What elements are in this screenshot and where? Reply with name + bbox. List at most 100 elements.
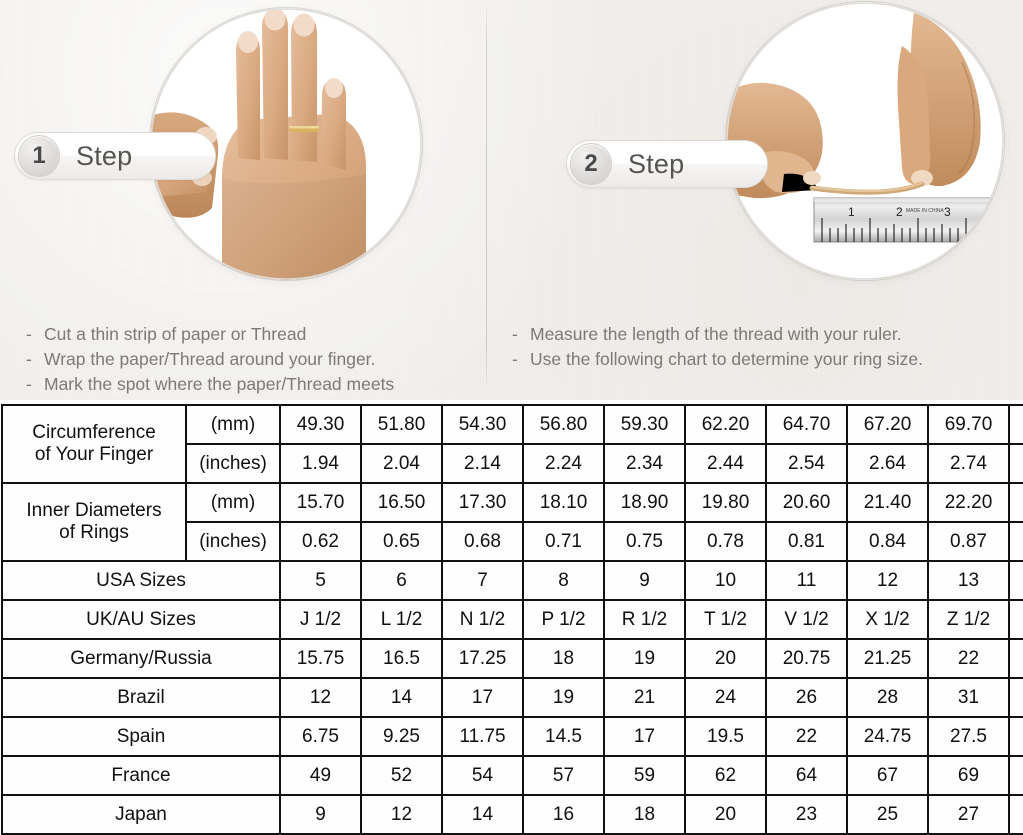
table-cell: 52: [360, 755, 443, 796]
table-cell: 14.5: [522, 716, 605, 757]
table-cell: 21.25: [846, 638, 929, 679]
table-cell: 28: [846, 677, 929, 718]
instruction-item: - Measure the length of the thread with y…: [512, 322, 1012, 347]
table-cell: 24.75: [846, 716, 929, 757]
svg-text:2: 2: [896, 205, 903, 219]
table-cell: 67.20: [846, 404, 929, 445]
table-row: Spain6.759.2511.7514.51719.52224.7527.53…: [1, 716, 1023, 757]
table-cell: 6: [360, 560, 443, 601]
table-cell: 2.85: [1008, 443, 1023, 484]
instruction-item: - Use the following chart to determine yo…: [512, 347, 1012, 372]
instruction-item: - Mark the spot where the paper/Thread me…: [26, 372, 466, 397]
row-label: Spain: [1, 716, 281, 757]
table-row: Brazil12141719212426283133: [1, 677, 1023, 718]
row-label: UK/AU Sizes: [1, 599, 281, 640]
table-cell: 67: [846, 755, 929, 796]
unit-label: (mm): [185, 404, 281, 445]
table-cell: 72.20: [1008, 404, 1023, 445]
table-cell: 0.81: [765, 521, 848, 562]
table-cell: 20.60: [765, 482, 848, 523]
table-cell: 17.30: [441, 482, 524, 523]
table-cell: 30: [1008, 716, 1023, 757]
table-cell: 0.78: [684, 521, 767, 562]
table-cell: 2.64: [846, 443, 929, 484]
row-group-label-line1: Circumference: [32, 422, 156, 443]
table-cell: 64.70: [765, 404, 848, 445]
table-cell: 17.25: [441, 638, 524, 679]
table-cell: 31: [927, 677, 1010, 718]
table-cell: 18: [522, 638, 605, 679]
table-cell: 22: [927, 638, 1010, 679]
table-cell: 23: [765, 794, 848, 835]
table-cell: 0.87: [927, 521, 1010, 562]
table-cell: 23.00: [1008, 482, 1023, 523]
table-cell: Z 1/2: [927, 599, 1010, 640]
table-cell: 19: [603, 638, 686, 679]
table-cell: 0.91: [1008, 521, 1023, 562]
unit-label: (inches): [185, 521, 281, 562]
table-cell: 54.30: [441, 404, 524, 445]
table-cell: 20: [684, 638, 767, 679]
table-cell: R 1/2: [603, 599, 686, 640]
table-row: UK/AU Sizes J 1/2 L 1/2 N 1/2 P 1/2 R 1/2 T 1/…: [1, 599, 1023, 640]
table-cell: 27.5: [927, 716, 1010, 757]
svg-text:MADE IN CHINA: MADE IN CHINA: [906, 208, 944, 214]
table-cell: 18.10: [522, 482, 605, 523]
table-cell: 12: [360, 794, 443, 835]
row-group-label-line2: of Your Finger: [34, 444, 154, 465]
row-group-label: Inner Diameters of Rings: [1, 482, 187, 562]
table-cell: 15.70: [279, 482, 362, 523]
table-cell: V 1/2: [765, 599, 848, 640]
table-cell: 16.50: [360, 482, 443, 523]
table-cell: 8: [522, 560, 605, 601]
bullet-dash-icon: -: [26, 374, 32, 394]
table-cell: 0.65: [360, 521, 443, 562]
table-row: (inches) 0.62 0.65 0.68 0.71 0.75 0.78 0.81 0.84…: [2, 521, 1023, 562]
table-cell: 18: [603, 794, 686, 835]
table-cell: 26: [765, 677, 848, 718]
table-cell: 20.75: [765, 638, 848, 679]
table-cell: 2.14: [441, 443, 524, 484]
table-cell: 2.74: [927, 443, 1010, 484]
table-cell: 14: [1008, 560, 1023, 601]
step-1-number-circle: 1: [18, 135, 60, 177]
row-label: USA Sizes: [1, 560, 281, 601]
table-row: Germany/Russia 15.75 16.5 17.25 18 19 20 20.75 2…: [1, 638, 1023, 679]
table-cell: 10: [684, 560, 767, 601]
table-cell: X 1/2: [846, 599, 929, 640]
table-cell: 2.04: [360, 443, 443, 484]
table-cell: 0.71: [522, 521, 605, 562]
table-cell: 6.75: [279, 716, 362, 757]
table-cell: P 1/2: [522, 599, 605, 640]
table-cell: 0.62: [279, 521, 362, 562]
table-cell: 23: [1008, 638, 1023, 679]
table-cell: 29: [1008, 794, 1023, 835]
table-row: Circumference of Your Finger (mm) 49.30 51.8…: [1, 404, 1023, 484]
table-cell: 22: [765, 716, 848, 757]
table-cell: 62.20: [684, 404, 767, 445]
row-label: Brazil: [1, 677, 281, 718]
table-row: Inner Diameters of Rings (mm) 15.70 16.50 17.…: [1, 482, 1023, 562]
table-cell: N 1/2: [441, 599, 524, 640]
step-2-badge: 2 Step: [566, 140, 768, 188]
table-cell: 19.5: [684, 716, 767, 757]
bullet-dash-icon: -: [512, 349, 518, 369]
table-cell: 0.68: [441, 521, 524, 562]
table-cell: 12: [846, 560, 929, 601]
table-cell: 21: [603, 677, 686, 718]
table-cell: 0.84: [846, 521, 929, 562]
step-2-number-circle: 2: [570, 143, 612, 185]
instruction-item: - Wrap the paper/Thread around your finge…: [26, 347, 466, 372]
table-cell: 11.75: [441, 716, 524, 757]
table-cell: 16.5: [360, 638, 443, 679]
table-cell: 16: [522, 794, 605, 835]
table-row: France49525457596264676972: [1, 755, 1023, 796]
row-group-label: Circumference of Your Finger: [1, 404, 187, 484]
step-1-label: Step: [76, 140, 133, 171]
table-body: Circumference of Your Finger (mm) 49.30 51.8…: [1, 404, 1023, 835]
step-1-number: 1: [32, 142, 46, 169]
table-cell: 2.44: [684, 443, 767, 484]
table-cell: 5: [279, 560, 362, 601]
ring-size-conversion-table: Circumference of Your Finger (mm) 49.30 51.8…: [1, 404, 1023, 835]
table-cell: 33: [1008, 677, 1023, 718]
